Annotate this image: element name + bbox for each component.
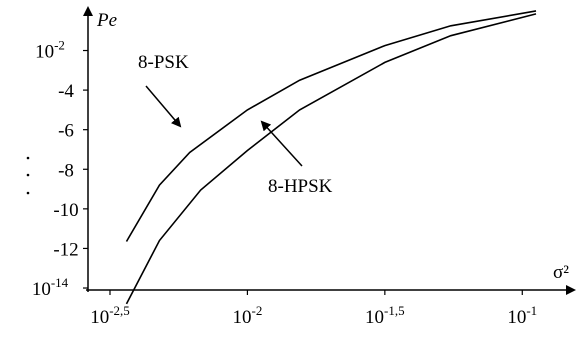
tick-label: 10-1,5 [365, 303, 405, 328]
tick-label-exponent: -2 [54, 38, 65, 53]
series-line [125, 10, 537, 242]
tick-label-exponent: -2,5 [109, 303, 130, 318]
tick-label: 10-14 [32, 275, 69, 300]
tick-label-base: 10 [365, 307, 384, 328]
tick-label-base: 10 [507, 307, 526, 328]
tick-label: 10-2,5 [90, 303, 130, 328]
annotation-arrow [145, 85, 182, 128]
tick-label-exponent: -14 [51, 275, 69, 290]
tick-label-base: 10 [35, 42, 54, 63]
tick-label: 10-1 [507, 303, 537, 328]
tick-label: 10-2 [232, 303, 262, 328]
tick-label: -10 [53, 200, 78, 221]
y-axis-label: Pe [96, 10, 117, 31]
series-label: 8-PSK [138, 52, 189, 73]
ellipsis [26, 156, 30, 195]
tick-label-exponent: -1 [526, 303, 537, 318]
tick-label: -6 [58, 121, 74, 142]
x-axis-label: σ² [553, 262, 569, 283]
tick-label: -8 [58, 160, 74, 181]
tick-label-exponent: -1,5 [384, 303, 405, 318]
tick-label-base: 10 [90, 307, 109, 328]
tick-label-exponent: -2 [251, 303, 262, 318]
tick-label: -4 [58, 81, 74, 102]
tick-label-base: 10 [232, 307, 251, 328]
annotation-arrow [260, 120, 303, 167]
tick-label-base: 10 [32, 279, 51, 300]
tick-label: 10-2 [35, 38, 65, 63]
tick-label: -12 [53, 239, 78, 260]
series-line [125, 13, 537, 305]
series-label: 8-HPSK [268, 176, 333, 197]
